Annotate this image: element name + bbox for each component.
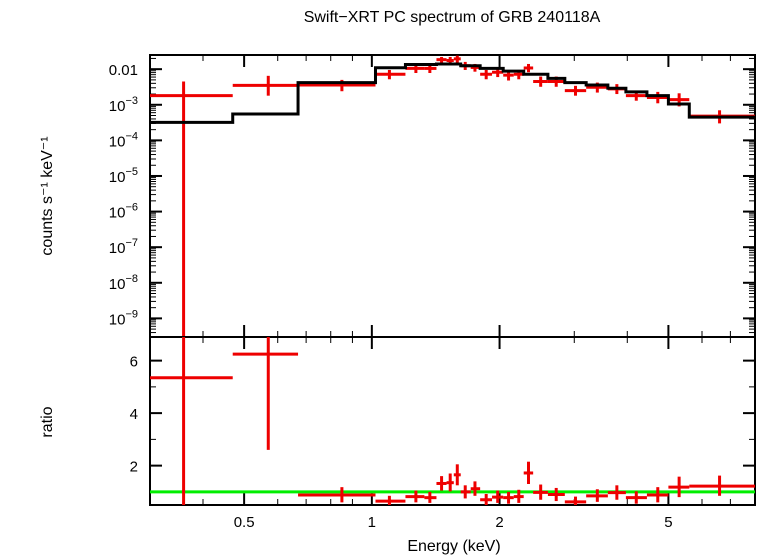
spectrum-panel: 0.01 10−3 10−4 10−5 10−6 10−7 10−8 10−9 (109, 54, 756, 338)
spectrum-data-point (150, 81, 233, 337)
ratio-data-point (689, 475, 755, 496)
ratio-data-point (625, 491, 647, 504)
ratio-data-point (470, 481, 481, 496)
ratio-data-point (564, 496, 587, 505)
x-tick-label: 1 (368, 514, 376, 531)
spectrum-data-point (375, 69, 406, 80)
ratio-data-point (460, 485, 471, 499)
spectrum-data-point (523, 63, 534, 73)
ratio-data-point (150, 337, 233, 505)
spectrum-data-point (533, 76, 548, 87)
ratio-data-point (646, 487, 669, 503)
ratio-data-point (607, 485, 626, 500)
spectrum-data-point (453, 55, 461, 63)
ratio-data-point (492, 490, 504, 503)
ratio-data-point (513, 489, 524, 503)
ratio-data-point (547, 487, 565, 502)
ratio-data-point (586, 489, 608, 502)
ratio-data-point (375, 495, 406, 505)
ratio-data-point (436, 476, 447, 491)
ratio-data-point (480, 493, 493, 505)
spectrum-data-point (480, 69, 493, 80)
ratio-data-point (232, 337, 299, 450)
ratio-y-tick-label: 6 (130, 354, 138, 371)
ratio-y-axis-label: ratio (39, 406, 56, 437)
ratio-data-point (405, 490, 425, 503)
spectrum-data-point (232, 75, 299, 96)
spectrum-y-tick-label: 10−5 (109, 166, 138, 186)
spectrum-data-point (564, 85, 587, 96)
model-step-line (150, 62, 755, 124)
spectrum-y-tick-label: 10−4 (109, 130, 138, 150)
spectrum-y-tick-label: 10−9 (109, 308, 138, 328)
spectrum-y-tick-label: 10−6 (109, 202, 138, 222)
ratio-y-tick-label: 2 (130, 459, 138, 476)
x-tick-label: 0.5 (234, 514, 255, 531)
ratio-panel: 2 4 6 (130, 336, 756, 506)
spectrum-y-tick-label: 10−3 (109, 95, 138, 115)
spectrum-y-tick-label: 0.01 (109, 62, 138, 79)
ratio-frame (149, 336, 756, 506)
spectrum-y-axis-label: counts s⁻¹ keV⁻¹ (39, 136, 56, 255)
spectrum-data-point (436, 56, 447, 63)
spectrum-data-point (646, 91, 669, 104)
x-axis-label: Energy (keV) (407, 538, 500, 555)
ratio-data-point (523, 461, 534, 484)
ratio-data-point (668, 476, 690, 498)
x-tick-label: 5 (664, 514, 672, 531)
ratio-data-point (503, 491, 514, 504)
x-tick-label: 2 (495, 514, 503, 531)
ratio-y-tick-label: 4 (130, 406, 138, 423)
ratio-data-point (453, 464, 461, 486)
ratio-data-point (298, 487, 376, 503)
spectrum-y-tick-label: 10−7 (109, 237, 138, 257)
ratio-data-point (446, 473, 454, 492)
chart-title: Swift−XRT PC spectrum of GRB 240118A (304, 9, 601, 26)
ratio-data-point (424, 491, 437, 503)
spectrum-y-tick-label: 10−8 (109, 273, 138, 293)
ratio-data-point (533, 484, 548, 500)
